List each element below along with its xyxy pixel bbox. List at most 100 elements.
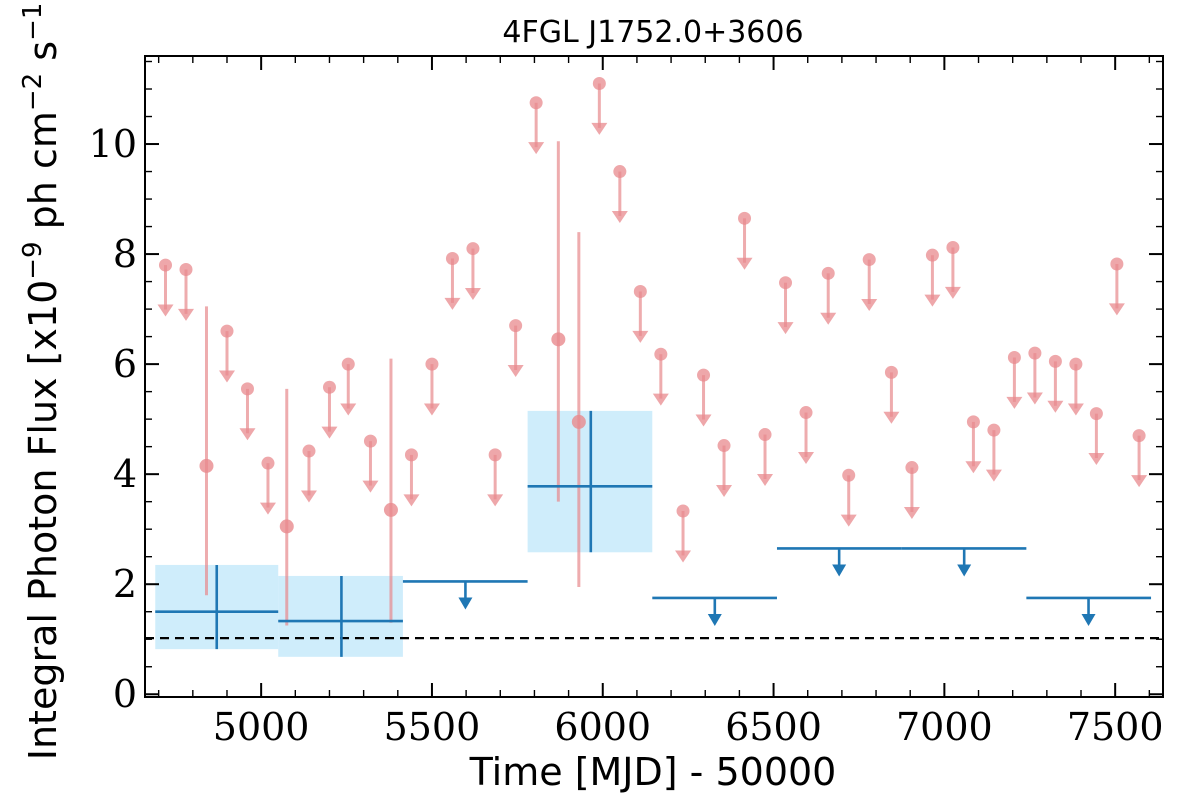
long-bin-upper-limit-arrowhead xyxy=(458,597,473,610)
short-bin-upper-limit-point xyxy=(697,368,711,382)
short-bin-upper-limit-point xyxy=(1089,407,1103,421)
y-axis-label-exp1: −9 xyxy=(18,241,48,279)
long-bin-upper-limit-arrowhead xyxy=(832,564,847,577)
short-bin-upper-limit-point xyxy=(613,165,627,179)
short-bin-upper-limit-arrowhead xyxy=(1006,396,1023,409)
short-bin-upper-limit-point xyxy=(158,258,172,272)
short-bin-upper-limit-point xyxy=(966,415,980,429)
short-bin-upper-limit-point xyxy=(738,211,752,225)
short-bin-upper-limit-arrowhead xyxy=(528,142,545,155)
short-bin-upper-limit-arrowhead xyxy=(820,312,837,325)
y-tick-label: 10 xyxy=(89,122,137,166)
short-bin-upper-limit-arrowhead xyxy=(444,297,461,310)
short-bin-upper-limit-arrowhead xyxy=(591,122,608,135)
short-bin-upper-limit-point xyxy=(1132,429,1146,443)
short-bin-upper-limit-arrowhead xyxy=(736,257,753,270)
long-bin-series xyxy=(155,410,1152,657)
x-tick-label: 6000 xyxy=(554,705,651,749)
short-bin-upper-limit-arrowhead xyxy=(883,411,900,424)
axes-frame xyxy=(144,55,1164,698)
short-bin-upper-limit-point xyxy=(821,266,835,280)
short-bin-upper-limit-point xyxy=(404,448,418,462)
short-bin-upper-limit-point xyxy=(302,444,316,458)
short-bin-upper-limit-point xyxy=(1007,351,1021,365)
short-bin-upper-limit-point xyxy=(862,253,876,267)
y-axis-label-prefix: Integral Photon Flux [x10 xyxy=(21,280,65,761)
short-bin-upper-limit-point xyxy=(240,382,254,396)
short-bin-upper-limit-arrowhead xyxy=(507,365,524,378)
short-bin-upper-limit-point xyxy=(445,251,459,265)
short-bin-upper-limit-arrowhead xyxy=(1088,453,1105,466)
short-bin-upper-limit-point xyxy=(799,406,813,420)
y-tick-label: 2 xyxy=(113,562,137,606)
short-bin-upper-limit-point xyxy=(341,357,355,371)
short-bin-upper-limit-point xyxy=(758,428,772,442)
short-bin-upper-limit-arrowhead xyxy=(965,461,982,474)
short-bin-upper-limit-point xyxy=(987,423,1001,437)
short-bin-upper-limit-arrowhead xyxy=(944,286,961,299)
short-bin-upper-limit-arrowhead xyxy=(403,494,420,507)
short-bin-upper-limit-arrowhead xyxy=(218,370,235,383)
long-bin-upper-limit-arrowhead xyxy=(1081,613,1096,626)
x-tick-label: 7500 xyxy=(1067,705,1164,749)
short-bin-upper-limit-arrowhead xyxy=(798,451,815,464)
short-bin-upper-limit-arrowhead xyxy=(777,322,794,335)
short-bin-upper-limit-point xyxy=(363,434,377,448)
long-bin-upper-limit-arrowhead xyxy=(707,613,722,626)
short-bin-detection-point xyxy=(279,519,294,534)
short-bin-upper-limit-arrowhead xyxy=(757,473,774,486)
short-bin-upper-limit-point xyxy=(633,284,647,298)
short-bin-upper-limit-point xyxy=(1069,357,1083,371)
y-axis-label-suffix: ] xyxy=(21,0,65,3)
short-bin-upper-limit-point xyxy=(717,439,731,453)
short-bin-upper-limit-point xyxy=(529,96,543,110)
short-bin-upper-limit-point xyxy=(1110,257,1124,271)
short-bin-detection-point xyxy=(571,414,586,429)
short-bin-upper-limit-arrowhead xyxy=(157,304,174,317)
short-bin-upper-limit-point xyxy=(884,365,898,379)
chart-title: 4FGL J1752.0+3606 xyxy=(502,15,803,50)
short-bin-upper-limit-point xyxy=(676,504,690,518)
short-bin-upper-limit-arrowhead xyxy=(362,480,379,493)
short-bin-upper-limit-arrowhead xyxy=(716,484,733,497)
short-bin-upper-limit-point xyxy=(220,324,234,338)
x-tick-label: 5000 xyxy=(213,705,310,749)
y-axis-label-mid1: ph cm xyxy=(21,111,65,241)
short-bin-upper-limit-arrowhead xyxy=(695,414,712,427)
short-bin-upper-limit-arrowhead xyxy=(985,469,1002,482)
short-bin-upper-limit-point xyxy=(779,276,793,290)
short-bin-upper-limit-point xyxy=(946,240,960,254)
short-bin-upper-limit-arrowhead xyxy=(861,298,878,311)
short-bin-upper-limit-point xyxy=(1048,354,1062,368)
short-bin-upper-limit-arrowhead xyxy=(1108,303,1125,316)
y-axis-label-mid2: s xyxy=(21,41,65,73)
short-bin-upper-limit-point xyxy=(592,77,606,91)
short-bin-upper-limit-arrowhead xyxy=(652,393,669,406)
short-bin-upper-limit-arrowhead xyxy=(611,210,628,223)
x-tick-label: 5500 xyxy=(384,705,481,749)
short-bin-upper-limit-point xyxy=(322,380,336,394)
short-bin-upper-limit-point xyxy=(179,262,193,276)
y-tick-label: 6 xyxy=(113,342,137,386)
short-bin-upper-limit-point xyxy=(842,468,856,482)
short-bin-upper-limit-point xyxy=(509,319,523,333)
x-axis-label: Time [MJD] - 50000 xyxy=(469,750,837,794)
short-bin-upper-limit-arrowhead xyxy=(259,502,276,515)
plot-frame xyxy=(144,55,1164,698)
y-tick-label: 8 xyxy=(113,232,137,276)
short-bin-upper-limit-arrowhead xyxy=(1047,400,1064,413)
short-bin-upper-limit-arrowhead xyxy=(1131,475,1148,488)
short-bin-upper-limit-point xyxy=(905,461,919,475)
short-bin-upper-limit-arrowhead xyxy=(903,506,920,519)
short-bin-upper-limit-arrowhead xyxy=(340,403,357,416)
short-bin-upper-limit-point xyxy=(1028,346,1042,360)
short-bin-upper-limit-arrowhead xyxy=(321,426,338,439)
y-axis-label: Integral Photon Flux [x10−9 ph cm−2 s−1] xyxy=(18,0,65,760)
short-bin-upper-limit-arrowhead xyxy=(1067,403,1084,416)
long-bin-upper-limit-arrowhead xyxy=(957,564,972,577)
short-bin-upper-limit-arrowhead xyxy=(924,294,941,307)
short-bin-upper-limit-arrowhead xyxy=(300,490,317,503)
x-tick-label: 7000 xyxy=(896,705,993,749)
short-bin-upper-limit-arrowhead xyxy=(239,428,256,441)
